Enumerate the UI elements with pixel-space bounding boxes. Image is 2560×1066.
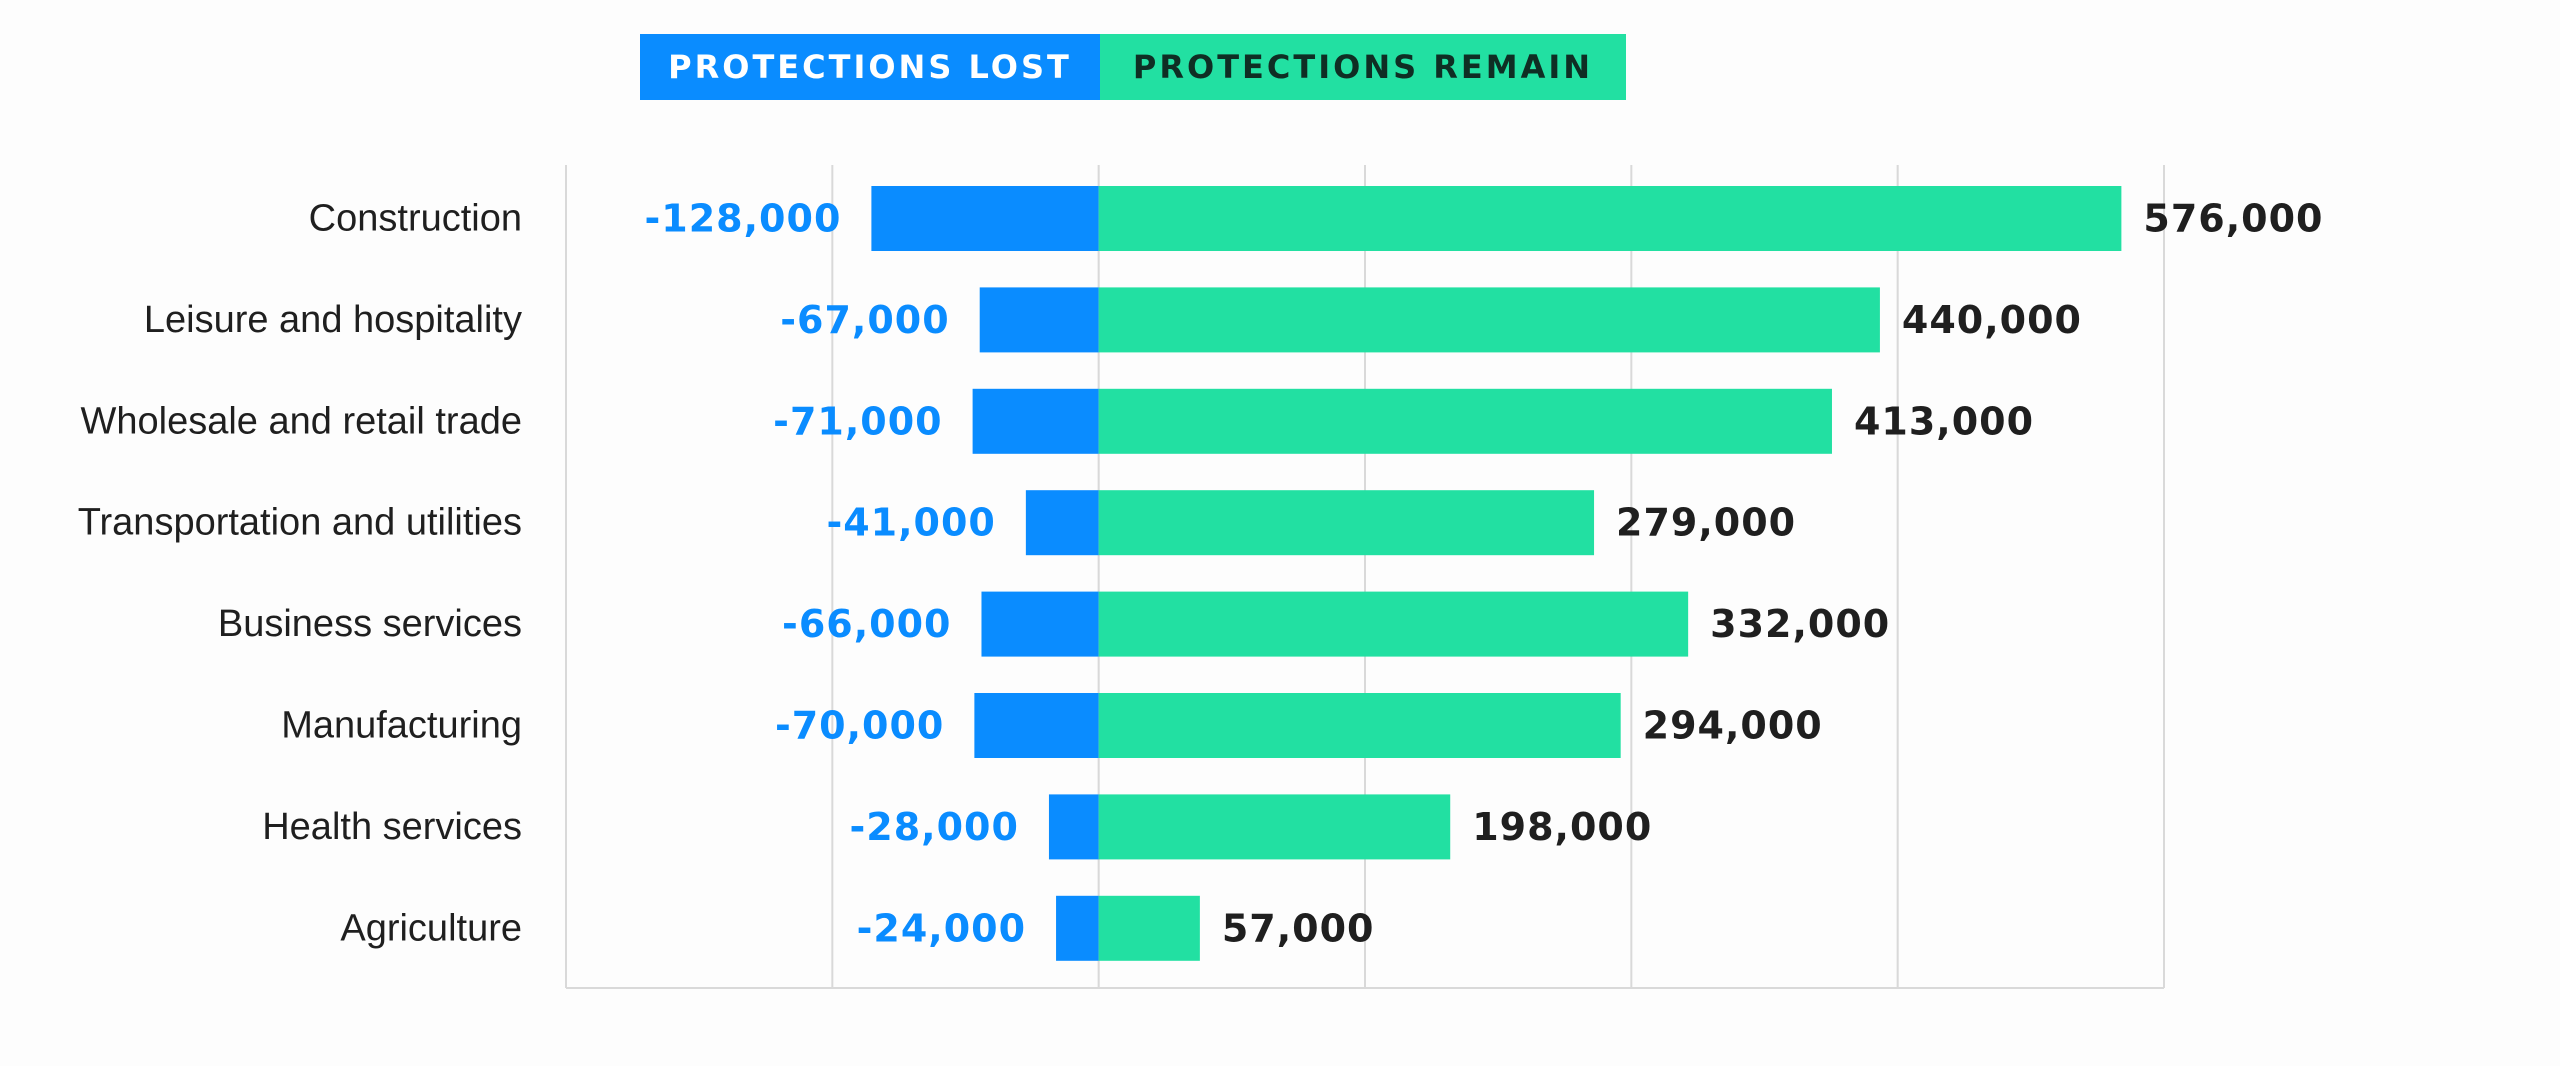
bar-remain-5 xyxy=(1098,693,1621,758)
bar-remain-0 xyxy=(1098,186,2122,251)
value-label-lost-0: -128,000 xyxy=(645,197,842,241)
labels: Construction -128,000 576,000 Leisure and h… xyxy=(78,197,2323,951)
value-label-lost-5: -70,000 xyxy=(775,704,944,748)
category-label-4: Business services xyxy=(218,603,522,645)
category-label-6: Health services xyxy=(262,806,522,848)
category-label-5: Manufacturing xyxy=(281,705,522,747)
value-label-remain-7: 57,000 xyxy=(1222,906,1375,950)
legend: PROTECTIONS LOST PROTECTIONS REMAIN xyxy=(640,34,1626,100)
bar-lost-0 xyxy=(871,186,1099,251)
value-label-lost-6: -28,000 xyxy=(850,805,1019,849)
value-label-lost-1: -67,000 xyxy=(780,298,949,342)
value-label-remain-5: 294,000 xyxy=(1643,704,1823,748)
bars xyxy=(871,186,2122,961)
value-label-lost-2: -71,000 xyxy=(773,399,942,443)
legend-label-remain: PROTECTIONS REMAIN xyxy=(1133,48,1593,86)
legend-swatch-remain xyxy=(1100,34,1626,100)
bar-remain-4 xyxy=(1098,591,1689,657)
bar-lost-1 xyxy=(979,287,1099,353)
bar-remain-3 xyxy=(1098,490,1595,556)
category-label-2: Wholesale and retail trade xyxy=(81,400,522,442)
value-label-remain-2: 413,000 xyxy=(1854,399,2034,443)
value-label-remain-6: 198,000 xyxy=(1472,805,1652,849)
bar-remain-6 xyxy=(1098,794,1451,860)
legend-label-lost: PROTECTIONS LOST xyxy=(668,48,1072,86)
bar-remain-7 xyxy=(1098,895,1200,961)
bar-remain-2 xyxy=(1098,388,1832,454)
value-label-lost-7: -24,000 xyxy=(857,906,1026,950)
value-label-lost-4: -66,000 xyxy=(782,602,951,646)
bar-remain-1 xyxy=(1098,287,1880,353)
bar-lost-3 xyxy=(1025,490,1099,556)
bar-lost-6 xyxy=(1048,794,1099,860)
value-label-lost-3: -41,000 xyxy=(826,501,995,545)
category-label-0: Construction xyxy=(309,198,522,240)
value-label-remain-3: 279,000 xyxy=(1616,501,1796,545)
bar-lost-2 xyxy=(972,388,1099,454)
category-label-7: Agriculture xyxy=(340,907,522,949)
category-label-1: Leisure and hospitality xyxy=(144,299,522,341)
value-label-remain-0: 576,000 xyxy=(2143,197,2323,241)
value-label-remain-1: 440,000 xyxy=(1902,298,2082,342)
bar-lost-7 xyxy=(1056,895,1099,961)
legend-swatch-lost xyxy=(640,34,1100,100)
bar-lost-5 xyxy=(974,693,1099,758)
value-label-remain-4: 332,000 xyxy=(1710,602,1890,646)
bar-lost-4 xyxy=(981,591,1099,657)
category-label-3: Transportation and utilities xyxy=(78,502,522,544)
